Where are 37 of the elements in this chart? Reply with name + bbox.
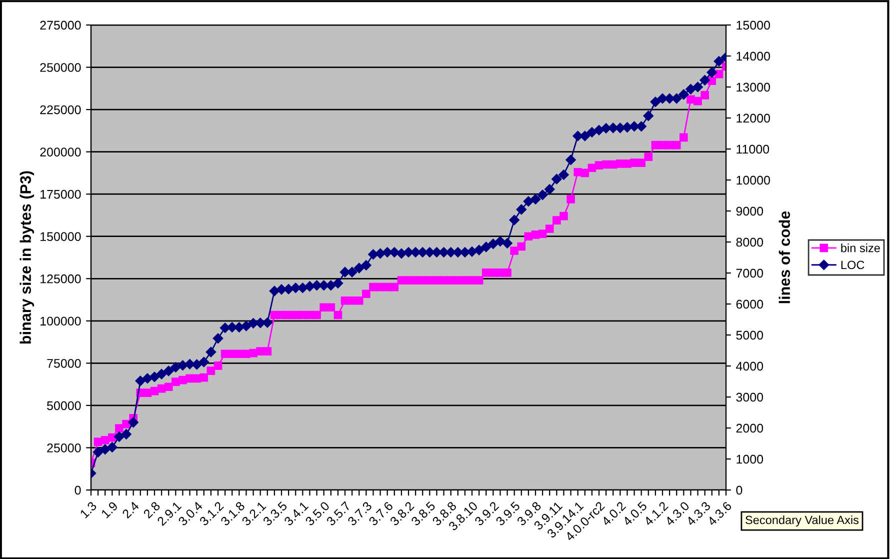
y2-tick-label: 14000	[736, 52, 770, 61]
x-tick-label: 2.4	[122, 500, 140, 519]
y-tick-label: 225000	[40, 105, 81, 114]
y2-tick-label: 6000	[736, 300, 764, 309]
y2-tick-label: 11000	[736, 144, 770, 154]
y-tick-label: 275000	[40, 20, 81, 30]
x-tick-label: 2.8	[142, 501, 161, 519]
y2-tick-label: 7000	[736, 268, 764, 278]
y2-tick-label: 1000	[736, 454, 764, 464]
y2-tick-label: 12000	[736, 114, 770, 123]
y-tick-label: 175000	[40, 190, 81, 199]
x-tick-label: 1.9	[100, 501, 118, 519]
y-tick-label: 150000	[40, 232, 81, 242]
y-tick-label: 250000	[40, 63, 81, 72]
y2-tick-label: 2000	[736, 424, 764, 433]
y2-tick-label: 13000	[736, 82, 770, 92]
y2-tick-label: 9000	[736, 206, 764, 216]
y2-tick-label: 5000	[736, 330, 764, 340]
y-tick-label: 100000	[40, 316, 81, 326]
y-tick-label: 50000	[47, 401, 81, 410]
y2-tick-label: 4000	[736, 362, 764, 371]
y-tick-label: 75000	[47, 358, 81, 368]
y-tick-label: 0	[74, 486, 81, 495]
y2-tick-label: 15000	[736, 20, 770, 30]
text: Secondary Value Axis	[746, 515, 859, 527]
y-tick-label: 200000	[40, 148, 81, 156]
y2-tick-label: 8000	[736, 238, 764, 247]
y2-tick-label: 0	[736, 486, 742, 495]
x-tick-label: 1.3	[80, 501, 98, 519]
y-tick-label: 125000	[40, 274, 81, 284]
legend-label: LOC	[841, 260, 864, 270]
y-axis-title: binary size in bytes (P3)	[20, 171, 34, 344]
y-tick-label: 25000	[47, 444, 81, 452]
y2-tick-label: 3000	[736, 392, 764, 402]
y2-axis-title: lines of code	[778, 211, 790, 304]
legend-label: bin size	[841, 244, 880, 252]
y2-tick-label: 10000	[736, 176, 770, 185]
